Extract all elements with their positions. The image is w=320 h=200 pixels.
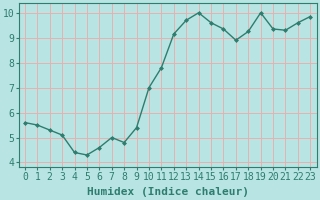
X-axis label: Humidex (Indice chaleur): Humidex (Indice chaleur) <box>87 187 249 197</box>
